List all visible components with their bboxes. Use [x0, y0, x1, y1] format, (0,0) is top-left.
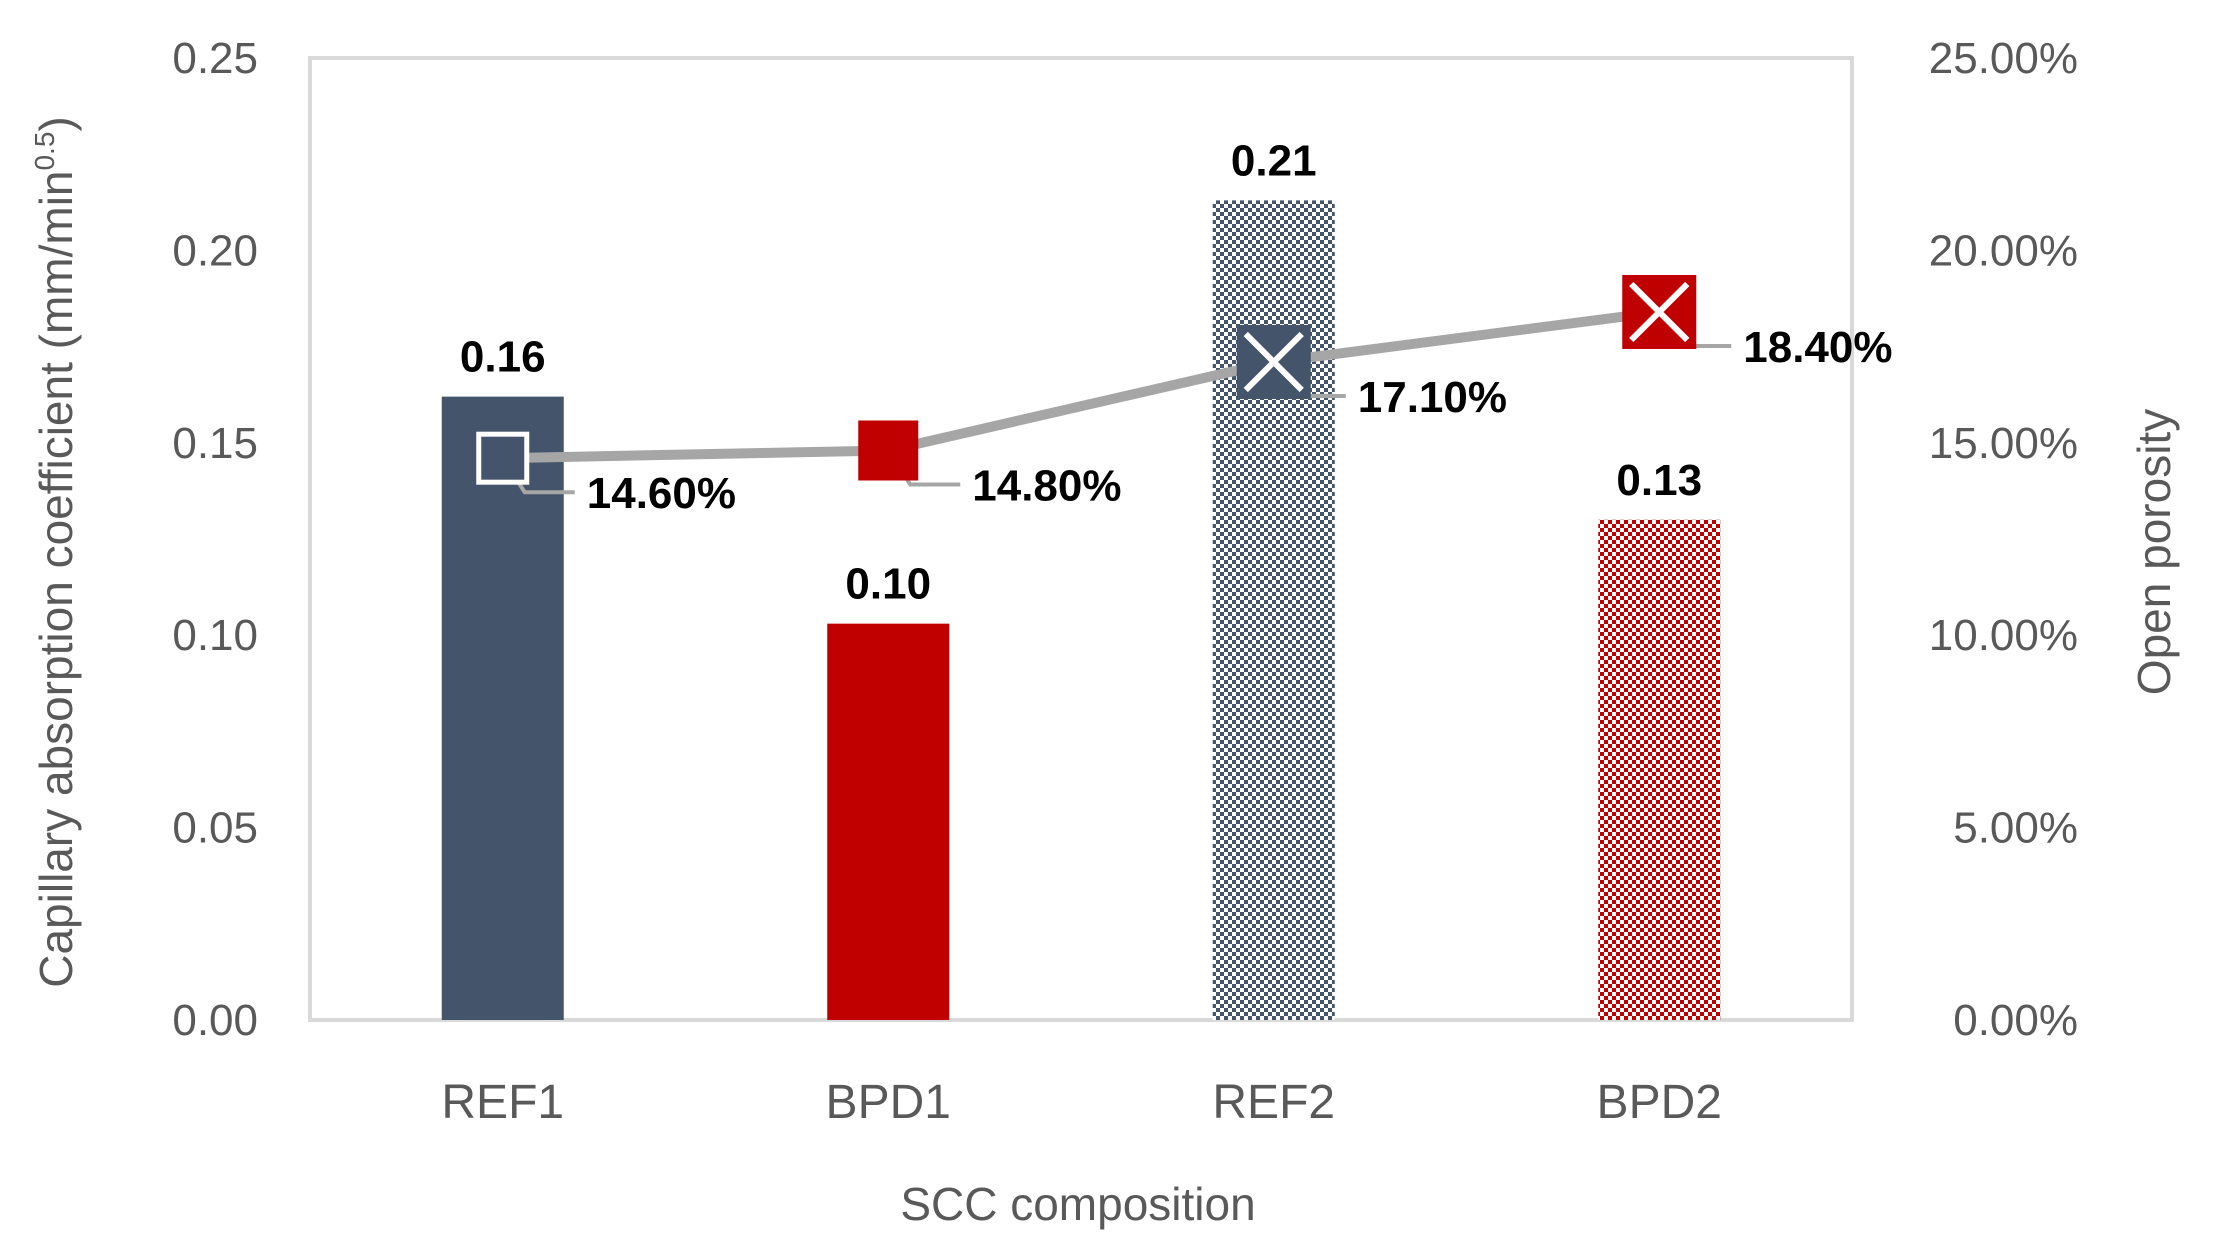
bar-data-label: 0.16	[460, 333, 546, 382]
category-labels: REF1 BPD1 REF2 BPD2	[441, 1076, 1722, 1129]
right-tick-label: 10.00%	[1929, 611, 2078, 660]
left-tick-label: 0.15	[172, 419, 258, 468]
right-tick-label: 15.00%	[1929, 419, 2078, 468]
bar-series: 0.16 0.10 0.21 0.13	[441, 136, 1721, 1021]
plot-area-frame	[308, 56, 1854, 1022]
category-label: BPD1	[826, 1076, 951, 1129]
porosity-line	[502, 307, 1660, 464]
x-marker-stroke	[1629, 281, 1690, 343]
square-outline-marker	[476, 431, 530, 485]
category-label: REF2	[1212, 1076, 1335, 1129]
right-tick-label: 5.00%	[1953, 804, 2078, 853]
line-data-label: 17.10%	[1358, 373, 1507, 422]
left-tick-label: 0.10	[172, 611, 258, 660]
square-marker	[858, 420, 919, 481]
right-tick-label: 20.00%	[1929, 226, 2078, 275]
right-axis-ticks: 0.00% 5.00% 10.00% 15.00% 20.00% 25.00%	[1929, 34, 2078, 1045]
category-label: REF1	[441, 1076, 564, 1129]
x-axis-title: SCC composition	[900, 1178, 1255, 1230]
bar-data-label: 0.13	[1616, 456, 1702, 505]
bar-data-label: 0.21	[1231, 136, 1317, 185]
bar	[827, 623, 950, 1020]
bar	[441, 396, 564, 1020]
right-tick-label: 0.00%	[1953, 996, 2078, 1045]
left-axis-title-close: )	[30, 116, 82, 131]
line-data-label: 18.40%	[1743, 323, 1892, 372]
line-data-label: 14.60%	[587, 469, 736, 518]
left-tick-label: 0.25	[172, 34, 258, 83]
left-axis-title-sup: 0.5	[29, 132, 60, 171]
left-axis-title-main: Capillary absorption coefficient (mm/min	[30, 171, 82, 988]
right-tick-label: 25.00%	[1929, 34, 2078, 83]
bar-data-label: 0.10	[845, 560, 931, 609]
left-tick-label: 0.20	[172, 226, 258, 275]
x-marker-stroke	[1243, 331, 1304, 393]
left-axis-ticks: 0.00 0.05 0.10 0.15 0.20 0.25	[172, 34, 258, 1045]
bar	[1598, 519, 1721, 1020]
left-tick-label: 0.05	[172, 804, 258, 853]
left-tick-label: 0.00	[172, 996, 258, 1045]
right-axis-title: Open porosity	[2128, 409, 2180, 695]
line-series: 14.60% 14.80% 17.10% 18.40%	[476, 274, 1892, 518]
line-data-label: 14.80%	[972, 461, 1121, 510]
category-label: BPD2	[1597, 1076, 1722, 1129]
left-axis-title: Capillary absorption coefficient (mm/min…	[29, 116, 82, 988]
bar	[1212, 200, 1335, 1021]
